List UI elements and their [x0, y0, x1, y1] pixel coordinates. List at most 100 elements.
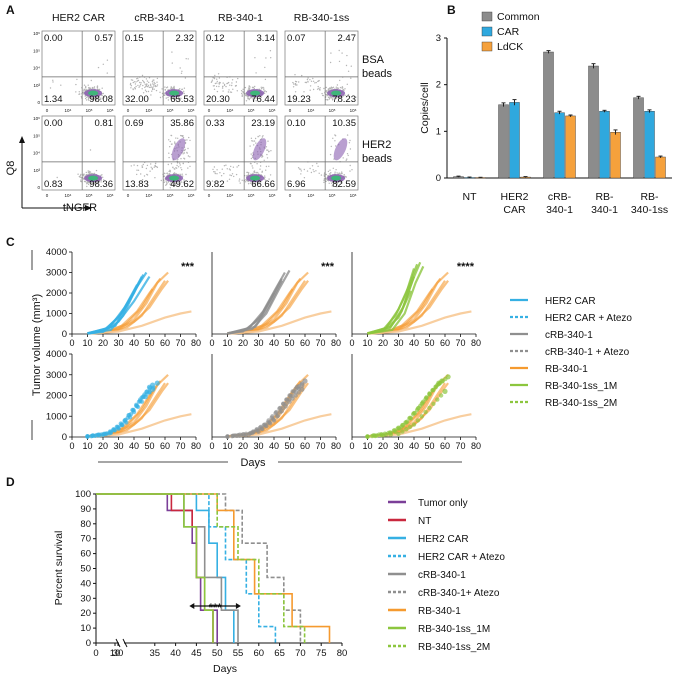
growth-data-point — [396, 431, 401, 437]
growth-data-point — [427, 405, 432, 411]
survival-y-tick-label: 40 — [80, 578, 91, 589]
flow-x-tick-label: 10⁵ — [329, 108, 336, 113]
survival-y-tick-label: 20 — [80, 608, 91, 619]
flow-row-label: BSA — [362, 54, 385, 66]
growth-y-tick-label: 4000 — [46, 349, 67, 360]
survival-curve — [96, 493, 277, 643]
growth-significance: *** — [181, 261, 195, 273]
growth-x-tick-label: 20 — [98, 338, 108, 348]
survival-x-tick-label: 60 — [254, 648, 265, 659]
growth-x-tick-label: 80 — [331, 441, 341, 451]
flow-row-label: HER2 — [362, 139, 391, 151]
growth-x-tick-label: 10 — [222, 338, 232, 348]
growth-x-tick-label: 0 — [69, 441, 74, 451]
quadrant-lr-value: 98.08 — [89, 94, 113, 105]
growth-curve — [87, 280, 142, 335]
growth-data-point — [144, 392, 149, 397]
bar-category-label: NT — [463, 191, 478, 203]
growth-x-tick-label: 40 — [129, 338, 139, 348]
growth-x-tick-label: 70 — [455, 441, 465, 451]
quadrant-ul-value: 0.07 — [287, 33, 306, 44]
growth-x-tick-label: 30 — [253, 338, 263, 348]
growth-x-tick-label: 30 — [393, 441, 403, 451]
survival-y-tick-label: 30 — [80, 593, 91, 604]
survival-curve — [96, 493, 214, 643]
quadrant-lr-value: 82.59 — [332, 179, 356, 190]
growth-reference-curve — [367, 310, 472, 335]
survival-curve — [96, 493, 302, 643]
bar-category-label: 340-1 — [546, 204, 573, 216]
survival-curve — [96, 493, 214, 643]
survival-y-tick-label: 60 — [80, 549, 91, 560]
growth-curve — [367, 290, 412, 335]
growth-data-point — [400, 422, 406, 428]
flow-x-tick-label: 10⁶ — [269, 193, 276, 198]
flow-x-tick-label: 10⁴ — [146, 193, 153, 198]
flow-x-tick-label: 10⁵ — [86, 193, 93, 198]
growth-legend-label: HER2 CAR + Atezo — [545, 313, 632, 324]
growth-data-point — [96, 432, 101, 437]
growth-x-tick-label: 50 — [284, 441, 294, 451]
growth-x-tick-label: 20 — [98, 441, 108, 451]
panel-label-a: A — [6, 3, 15, 17]
flow-density-core — [331, 175, 342, 181]
growth-x-tick-label: 40 — [269, 441, 279, 451]
growth-y-tick-label: 3000 — [46, 370, 67, 381]
growth-data-point — [445, 374, 451, 380]
quadrant-ll-value: 9.82 — [206, 179, 225, 190]
growth-x-tick-label: 60 — [160, 338, 170, 348]
flow-column-title: cRB-340-1 — [134, 12, 184, 24]
growth-legend-label: RB-340-1 — [545, 364, 588, 375]
growth-x-tick-label: 70 — [175, 441, 185, 451]
growth-data-point — [90, 433, 96, 438]
survival-legend-label: RB-340-1 — [418, 606, 461, 617]
bar-ldck — [565, 115, 576, 179]
flow-x-tick-label: 10⁶ — [269, 108, 276, 113]
growth-data-point — [435, 397, 440, 402]
growth-x-tick-label: 50 — [144, 338, 154, 348]
bar-y-tick-label: 2 — [436, 80, 441, 91]
growth-data-point — [264, 423, 269, 429]
survival-legend-label: cRB-340-1 — [418, 570, 466, 581]
bar-car — [509, 102, 520, 179]
growth-x-tick-label: 10 — [222, 441, 232, 451]
growth-data-point — [126, 413, 131, 418]
growth-data-point — [110, 427, 116, 433]
growth-y-tick-label: 2000 — [46, 288, 67, 299]
growth-x-tick-label: 50 — [424, 338, 434, 348]
flow-y-tick-label: 10⁶ — [33, 31, 40, 36]
survival-x-axis-label: Days — [213, 663, 237, 675]
growth-x-tick-label: 60 — [300, 338, 310, 348]
quadrant-lr-value: 98.36 — [89, 179, 113, 190]
flow-x-tick-label: 10⁵ — [329, 193, 336, 198]
bar-ldck — [655, 156, 666, 179]
bar-car — [599, 111, 610, 179]
quadrant-lr-value: 76.44 — [251, 94, 275, 105]
growth-x-tick-label: 60 — [160, 441, 170, 451]
growth-x-tick-label: 80 — [191, 441, 201, 451]
growth-data-point — [388, 432, 393, 437]
growth-x-tick-label: 50 — [144, 441, 154, 451]
flow-x-tick-label: 10⁴ — [227, 193, 234, 198]
survival-y-tick-label: 90 — [80, 504, 91, 515]
growth-data-point — [397, 426, 402, 431]
growth-data-point — [287, 399, 292, 404]
flow-x-tick-label: 10⁵ — [248, 193, 255, 198]
flow-density-core — [333, 138, 348, 161]
growth-x-tick-label: 0 — [209, 338, 214, 348]
growth-x-tick-label: 0 — [69, 338, 74, 348]
growth-x-tick-label: 70 — [455, 338, 465, 348]
growth-x-tick-label: 20 — [238, 441, 248, 451]
growth-x-tick-label: 60 — [440, 338, 450, 348]
growth-x-tick-label: 40 — [409, 441, 419, 451]
arrow-right-icon — [235, 603, 241, 609]
flow-y-tick-label: 10⁴ — [33, 66, 40, 71]
growth-x-tick-label: 50 — [284, 338, 294, 348]
growth-data-point — [283, 404, 288, 409]
growth-data-point — [154, 380, 160, 386]
flow-x-tick-label: 10⁴ — [65, 108, 72, 113]
growth-data-point — [233, 433, 238, 438]
survival-x-tick-label: 55 — [233, 648, 244, 659]
growth-data-point — [380, 433, 386, 438]
